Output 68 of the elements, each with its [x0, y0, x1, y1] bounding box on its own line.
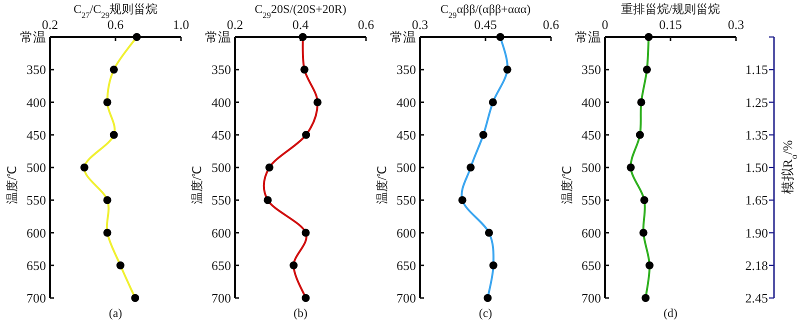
y-tick-label: 500 [582, 160, 601, 175]
x-tick-label: 0.3 [728, 17, 744, 32]
y2-tick-label: 1.15 [745, 62, 768, 78]
y-tick-label: 550 [396, 192, 416, 208]
x-axis-title: (d) [664, 306, 678, 320]
y2-tick-label: 1.50 [745, 160, 768, 175]
y2-tick-label: 1.90 [745, 225, 768, 240]
y-tick-label: 650 [582, 258, 601, 273]
chart-title: C$_{29}$20S/(20S+20R) [254, 2, 346, 20]
y-axis-title: 温度/℃ [375, 166, 389, 204]
x-tick-label: 0 [602, 17, 608, 32]
x-axis-title: (a) [108, 306, 122, 320]
y-tick-label: 600 [26, 225, 46, 240]
y2-tick-label: 1.35 [745, 127, 768, 142]
y-tick-label: 常温 [575, 30, 601, 44]
y-tick-label: 550 [212, 192, 231, 208]
y-tick-label: 400 [396, 94, 416, 110]
y2-tick-label: 1.25 [745, 94, 768, 110]
y-tick-label: 500 [26, 160, 46, 175]
x-tick-label: 1.0 [172, 17, 190, 32]
y-tick-label: 常温 [20, 30, 46, 44]
y-tick-label: 650 [26, 258, 46, 273]
y-tick-label: 650 [212, 258, 231, 273]
y2-tick-label: 2.18 [745, 258, 768, 273]
x-tick-label: 0.3 [412, 17, 428, 32]
y-tick-label: 550 [26, 192, 46, 208]
y-tick-label: 350 [396, 62, 416, 78]
y2-tick-label: 1.65 [745, 192, 768, 208]
y-tick-label: 700 [212, 290, 231, 306]
y-tick-label: 700 [396, 290, 416, 306]
y-tick-label: 500 [396, 160, 416, 175]
y-tick-label: 450 [396, 127, 416, 142]
y-tick-label: 600 [212, 225, 231, 240]
x-axis-title: (c) [478, 306, 492, 320]
y-axis-title: 温度/℃ [560, 166, 574, 204]
x-tick-label: 0.6 [542, 17, 560, 32]
y-axis-title: 温度/℃ [5, 166, 19, 204]
x-tick-label: 0.6 [358, 17, 375, 32]
y-tick-label: 600 [396, 225, 416, 240]
y-tick-label: 350 [582, 62, 601, 78]
y-tick-label: 550 [582, 192, 601, 208]
x-tick-label: 0.4 [292, 17, 310, 32]
x-tick-label: 0.45 [474, 17, 497, 32]
x-tick-label: 0.2 [226, 17, 244, 32]
y-tick-label: 400 [212, 94, 231, 110]
y-tick-label: 常温 [390, 30, 416, 44]
y-tick-label: 350 [26, 62, 46, 78]
y-tick-label: 400 [582, 94, 601, 110]
y2-tick-label: 2.45 [745, 290, 768, 306]
y-tick-label: 450 [26, 127, 46, 142]
y-axis-title: 温度/℃ [190, 166, 204, 204]
y-tick-label: 450 [212, 127, 231, 142]
x-tick-label: 0.6 [107, 17, 124, 32]
y-tick-label: 350 [212, 62, 231, 78]
y-tick-label: 450 [582, 127, 601, 142]
y-tick-label: 700 [582, 290, 601, 306]
y-tick-label: 500 [212, 160, 231, 175]
chart-title: C$_{27}$/C$_{29}$规则甾烷 [73, 2, 158, 20]
y-tick-label: 400 [26, 94, 46, 110]
y-tick-label: 700 [26, 290, 46, 306]
y-tick-label: 650 [396, 258, 416, 273]
y-tick-label: 600 [582, 225, 601, 240]
chart-title: C$_{29}$αββ/(αββ+ααα) [440, 2, 531, 20]
x-tick-label: 0.2 [42, 17, 58, 32]
x-tick-label: 0.15 [659, 17, 682, 32]
y-tick-label: 常温 [205, 30, 231, 44]
chart-title: 重排甾烷/规则甾烷 [620, 2, 720, 16]
x-axis-title: (b) [294, 306, 308, 320]
